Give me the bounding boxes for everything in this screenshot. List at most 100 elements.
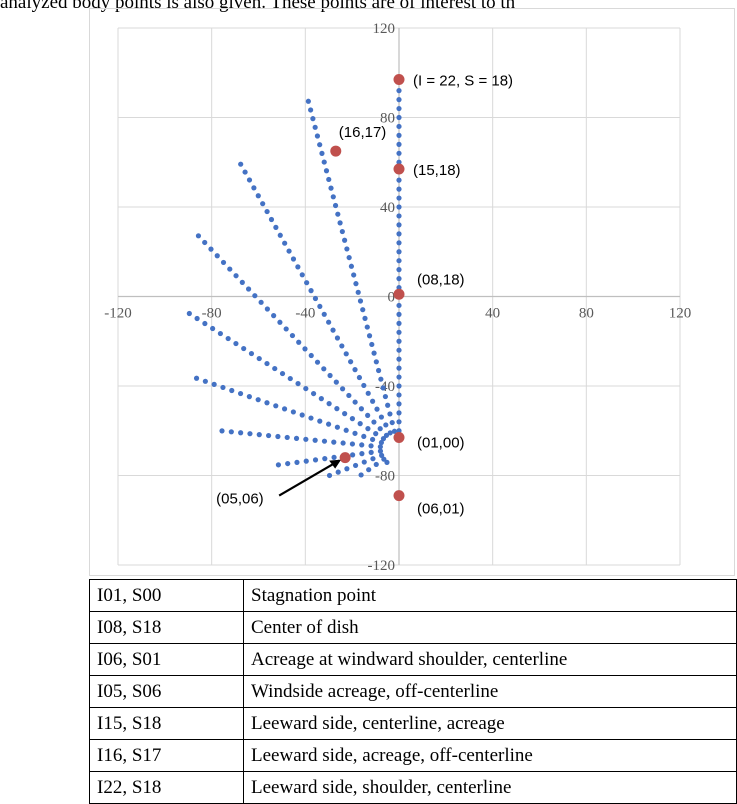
data-point [371,350,377,356]
data-point [359,451,365,457]
data-point [396,428,402,434]
data-point [352,462,359,469]
x-tick-label: 120 [669,306,692,322]
data-point [355,289,361,295]
legend-row: I05, S06 Windside acreage, off-centerline [89,675,737,708]
data-point [373,461,379,468]
data-point [303,458,309,464]
data-point [293,435,300,441]
data-point [364,324,370,330]
data-point [286,248,292,254]
data-point [346,392,352,399]
data-point [227,266,233,272]
data-point [387,411,393,417]
data-point [343,427,349,433]
chart-frame [89,8,735,576]
data-point [378,439,384,446]
data-point [373,359,379,365]
data-point [312,295,319,302]
legend-row: I16, S17 Leeward side, acreage, off-cente… [89,739,737,772]
data-point [396,401,402,407]
data-point [351,272,357,278]
data-point [202,239,208,246]
data-point [195,233,202,239]
data-point [330,194,336,200]
data-point [310,116,316,122]
data-point [396,392,402,398]
data-point [396,267,402,273]
data-point [387,430,393,436]
data-point [378,376,384,382]
data-point [294,459,300,465]
data-point [314,359,321,365]
data-point [396,356,402,362]
point-label: (08,18) [417,271,465,288]
data-point [326,472,333,479]
data-point [330,327,336,333]
legend-description: Stagnation point [243,579,737,612]
y-tick-label: 40 [380,200,395,216]
data-point [337,220,343,226]
data-point [275,462,282,468]
data-point [339,343,345,349]
data-point [264,208,270,215]
data-point [210,325,216,332]
data-point [208,246,214,252]
data-point [321,159,327,165]
data-point [396,150,402,156]
data-point [365,426,371,432]
legend-code: I16, S17 [89,739,244,772]
data-point [365,390,371,396]
data-point [349,441,356,447]
data-point [350,452,356,458]
data-point [299,272,305,278]
data-point [310,390,317,397]
data-point [268,216,275,223]
caption-text: analyzed body points is also given. Thes… [0,0,516,13]
data-point [319,150,325,156]
data-point [256,355,262,362]
data-point [368,449,374,455]
data-point [322,456,328,462]
data-point [396,374,402,380]
data-point [219,428,225,434]
data-point [396,419,402,425]
data-point [241,345,247,352]
legend-code: I08, S18 [89,611,244,644]
y-tick-label: 120 [373,21,396,37]
data-point [382,393,389,400]
data-point [277,319,283,325]
data-point [377,444,383,450]
data-point [287,375,293,382]
data-point [308,415,314,421]
data-point [370,398,376,404]
data-point [290,409,296,415]
point-label: (05,06) [216,491,264,508]
data-point [248,350,255,357]
data-point [396,249,402,255]
data-point [377,448,384,454]
data-point [348,359,354,365]
data-point [273,403,279,409]
data-point [321,311,327,317]
legend-table: I01, S00 Stagnation point I08, S18 Center o… [89,579,737,804]
data-point [358,406,364,412]
data-point [281,406,288,412]
data-point [352,399,358,405]
data-point [339,386,346,392]
data-point [264,400,270,406]
data-point [396,132,402,138]
data-point [344,246,350,252]
data-point [396,97,402,103]
data-point [245,286,252,292]
data-point [389,419,395,426]
y-tick-label: -80 [375,469,395,485]
data-point [360,307,366,313]
data-point [331,454,337,460]
legend-description: Acreage at windward shoulder, centerline [243,643,737,676]
data-point [246,177,253,183]
data-point [396,177,402,183]
data-point [217,330,223,337]
data-point [238,430,244,436]
legend-description: Leeward side, centerline, acreage [243,707,737,740]
